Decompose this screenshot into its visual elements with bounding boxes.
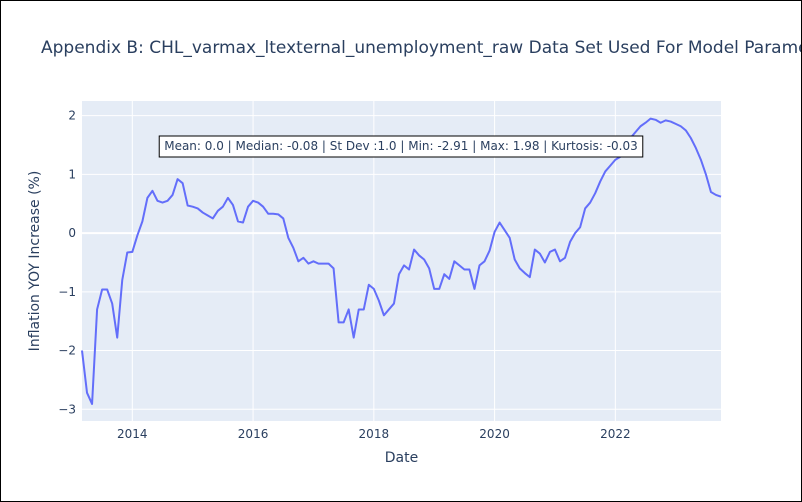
- y-tick-label: 0: [68, 226, 76, 240]
- x-tick-label: 2020: [479, 427, 510, 441]
- x-tick-label: 2016: [238, 427, 269, 441]
- annotation-box: [158, 135, 644, 158]
- tick-labels: 2014 2016 2018 2020 2022 −3 −2 −1 0 1 2: [58, 109, 630, 441]
- series-layer: [81, 117, 722, 405]
- y-tick-label: −2: [58, 344, 76, 358]
- y-tick-label: −1: [58, 285, 76, 299]
- x-tick-label: 2014: [117, 427, 148, 441]
- series-line-0[interactable]: [81, 117, 722, 405]
- chart-title: Appendix B: CHL_varmax_ltexternal_unempl…: [41, 38, 801, 58]
- stats-annotation: Mean: 0.0 | Median: -0.08 | St Dev :1.0 …: [158, 135, 644, 158]
- x-axis-title: Date: [385, 450, 418, 466]
- y-tick-label: 2: [68, 109, 76, 123]
- annotation-text: Mean: 0.0 | Median: -0.08 | St Dev :1.0 …: [164, 139, 638, 153]
- y-axis-title: Inflation YOY Increase (%): [27, 171, 43, 352]
- y-tick-label: −3: [58, 402, 76, 416]
- x-tick-label: 2018: [359, 427, 390, 441]
- y-tick-label: 1: [68, 167, 76, 181]
- x-tick-label: 2022: [600, 427, 631, 441]
